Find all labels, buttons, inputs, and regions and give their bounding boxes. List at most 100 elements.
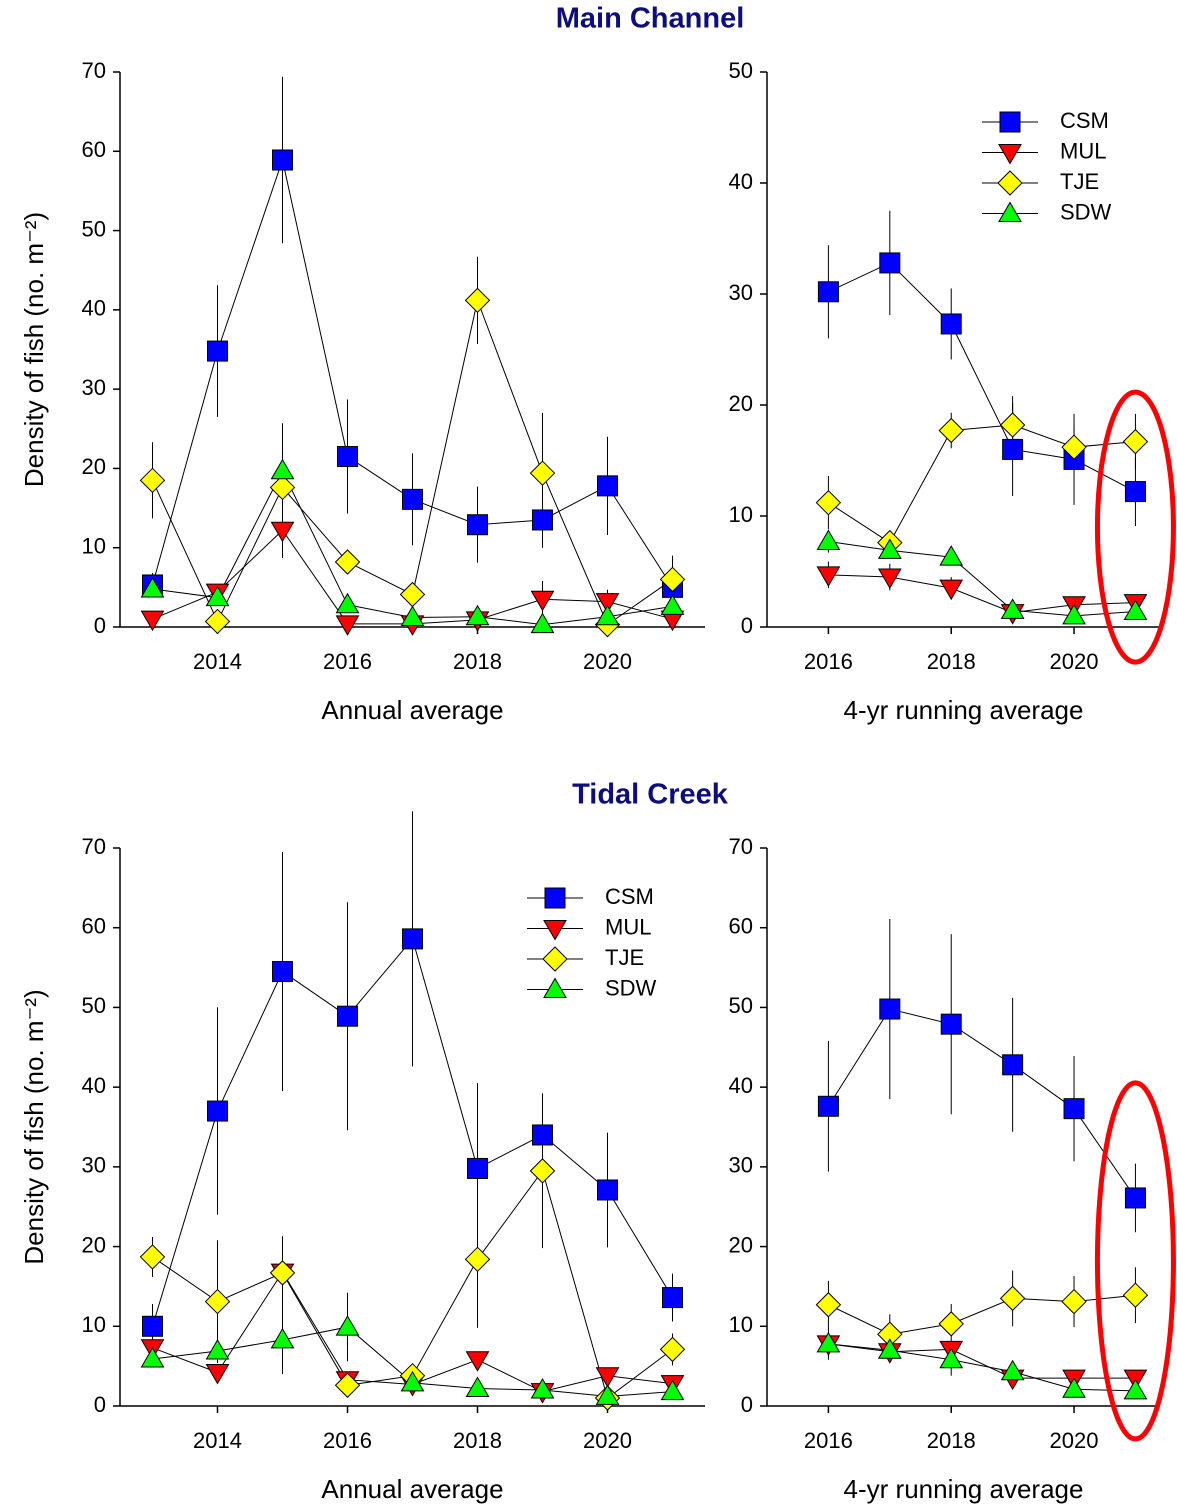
marker: [1124, 481, 1146, 503]
y-axis-label: Density of fish (no. m⁻²): [19, 989, 49, 1264]
legend-label: MUL: [1060, 138, 1106, 163]
marker: [400, 1370, 425, 1392]
y-tick-label: 0: [741, 613, 753, 638]
marker: [337, 446, 358, 468]
series-line: [828, 1294, 1136, 1335]
x-tick-label: 2020: [583, 649, 632, 674]
y-axis-label: Density of fish (no. m⁻²): [19, 212, 49, 487]
x-tick-label: 2020: [583, 1428, 632, 1453]
series-line: [828, 574, 1136, 614]
y-tick-label: 40: [729, 169, 753, 194]
marker: [1000, 1359, 1025, 1381]
marker: [335, 592, 360, 614]
x-axis-label: Annual average: [321, 1474, 503, 1504]
marker: [205, 585, 230, 607]
marker: [269, 1260, 296, 1286]
marker: [1002, 1054, 1024, 1076]
y-tick-label: 70: [82, 58, 106, 83]
marker: [1122, 1282, 1149, 1308]
y-tick-label: 40: [82, 296, 106, 321]
marker: [1061, 1288, 1087, 1315]
y-tick-label: 10: [82, 534, 106, 559]
marker: [399, 581, 426, 608]
legend-label: SDW: [1060, 199, 1112, 224]
marker: [1063, 1098, 1085, 1120]
y-tick-label: 60: [82, 914, 106, 939]
marker: [877, 1338, 902, 1359]
y-tick-label: 40: [729, 1073, 753, 1098]
marker: [877, 538, 902, 559]
series-line: [828, 262, 1136, 493]
legend-label: CSM: [605, 884, 654, 909]
series-line: [828, 424, 1136, 544]
y-tick-label: 60: [82, 137, 106, 162]
marker: [529, 460, 556, 486]
series-line: [828, 541, 1136, 617]
marker: [204, 608, 231, 635]
marker: [465, 604, 490, 626]
marker: [1123, 1378, 1148, 1400]
marker: [465, 1376, 490, 1397]
marker: [465, 1351, 490, 1372]
y-tick-label: 70: [729, 834, 753, 859]
legend-marker: [997, 170, 1023, 196]
marker: [999, 1285, 1026, 1312]
x-tick-label: 2016: [323, 649, 372, 674]
marker: [205, 1338, 230, 1360]
marker: [1123, 599, 1148, 620]
marker: [659, 566, 686, 593]
x-tick-label: 2018: [927, 649, 976, 674]
y-tick-label: 10: [82, 1312, 106, 1337]
marker: [1002, 438, 1024, 460]
marker: [532, 1124, 553, 1146]
marker: [140, 576, 165, 598]
marker: [1000, 598, 1025, 619]
marker: [659, 1336, 686, 1363]
marker: [939, 579, 964, 601]
legend-marker: [542, 946, 568, 972]
y-tick-label: 0: [94, 1392, 106, 1417]
x-tick-label: 2018: [453, 1428, 502, 1453]
y-tick-label: 10: [729, 1312, 753, 1337]
marker: [402, 928, 423, 950]
marker: [335, 615, 360, 636]
x-tick-label: 2018: [927, 1428, 976, 1453]
legend-marker: [544, 887, 566, 909]
marker: [1062, 603, 1086, 625]
legend-marker: [998, 144, 1022, 165]
marker: [1124, 1187, 1146, 1209]
x-tick-label: 2014: [193, 649, 242, 674]
marker: [270, 521, 295, 543]
marker: [938, 417, 964, 444]
marker: [1062, 1377, 1086, 1398]
marker: [139, 467, 166, 494]
marker: [270, 1327, 295, 1349]
x-tick-label: 2018: [453, 649, 502, 674]
marker: [879, 252, 901, 274]
marker: [595, 1384, 620, 1405]
legend-label: TJE: [1060, 169, 1099, 194]
legend-label: MUL: [605, 914, 651, 939]
marker: [529, 1158, 556, 1184]
x-tick-label: 2020: [1050, 1428, 1099, 1453]
series-line: [828, 1343, 1136, 1379]
marker: [660, 594, 685, 615]
y-tick-label: 20: [729, 391, 753, 416]
legend-label: TJE: [605, 945, 644, 970]
marker: [464, 1246, 491, 1273]
marker: [467, 514, 488, 536]
marker: [595, 604, 620, 626]
x-tick-label: 2016: [323, 1428, 372, 1453]
y-tick-label: 10: [729, 502, 753, 527]
marker: [530, 612, 555, 634]
marker: [815, 489, 842, 516]
marker: [939, 545, 964, 566]
marker: [530, 1378, 555, 1399]
y-tick-label: 20: [729, 1232, 753, 1257]
y-tick-label: 20: [82, 1232, 106, 1257]
marker: [272, 961, 293, 983]
legend-label: CSM: [1060, 108, 1109, 133]
legend-marker: [543, 977, 567, 998]
x-tick-label: 2020: [1050, 649, 1099, 674]
